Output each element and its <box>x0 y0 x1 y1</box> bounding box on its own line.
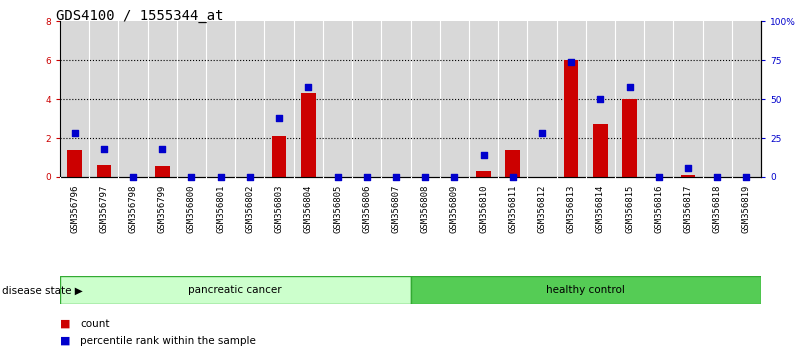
Bar <box>301 93 316 177</box>
Point <box>360 174 373 180</box>
Text: GSM356819: GSM356819 <box>742 185 751 233</box>
Text: GSM356798: GSM356798 <box>129 185 138 233</box>
Point <box>448 174 461 180</box>
Text: GSM356806: GSM356806 <box>362 185 371 233</box>
Bar <box>67 150 82 177</box>
Text: GSM356812: GSM356812 <box>537 185 546 233</box>
Text: GSM356811: GSM356811 <box>508 185 517 233</box>
Text: GSM356818: GSM356818 <box>713 185 722 233</box>
Text: GSM356802: GSM356802 <box>245 185 255 233</box>
Point <box>536 131 549 136</box>
Text: GSM356799: GSM356799 <box>158 185 167 233</box>
Text: ■: ■ <box>60 319 70 329</box>
Bar <box>155 166 170 177</box>
Bar <box>622 99 637 177</box>
Text: GSM356815: GSM356815 <box>625 185 634 233</box>
Bar <box>681 175 695 177</box>
Text: percentile rank within the sample: percentile rank within the sample <box>80 336 256 346</box>
Point <box>740 174 753 180</box>
Point <box>594 96 606 102</box>
Bar <box>410 276 761 304</box>
Point <box>710 174 723 180</box>
Bar <box>60 276 410 304</box>
Point <box>215 174 227 180</box>
Bar <box>272 136 287 177</box>
Point <box>419 174 432 180</box>
Point <box>565 59 578 64</box>
Point <box>623 84 636 90</box>
Point <box>477 152 490 158</box>
Bar <box>593 124 608 177</box>
Text: GSM356804: GSM356804 <box>304 185 313 233</box>
Point <box>68 131 81 136</box>
Point <box>652 174 665 180</box>
Text: GSM356810: GSM356810 <box>479 185 488 233</box>
Text: GSM356803: GSM356803 <box>275 185 284 233</box>
Text: pancreatic cancer: pancreatic cancer <box>188 285 282 295</box>
Bar <box>564 60 578 177</box>
Text: disease state ▶: disease state ▶ <box>2 285 83 295</box>
Text: GSM356796: GSM356796 <box>70 185 79 233</box>
Bar <box>477 171 491 177</box>
Text: GSM356817: GSM356817 <box>683 185 692 233</box>
Text: GSM356805: GSM356805 <box>333 185 342 233</box>
Text: GSM356801: GSM356801 <box>216 185 225 233</box>
Bar <box>97 165 111 177</box>
Text: GSM356813: GSM356813 <box>566 185 576 233</box>
Text: GSM356809: GSM356809 <box>450 185 459 233</box>
Bar <box>505 150 520 177</box>
Text: GSM356816: GSM356816 <box>654 185 663 233</box>
Text: GSM356814: GSM356814 <box>596 185 605 233</box>
Point <box>156 146 169 152</box>
Text: GDS4100 / 1555344_at: GDS4100 / 1555344_at <box>56 9 223 23</box>
Point <box>302 84 315 90</box>
Point <box>331 174 344 180</box>
Text: GSM356800: GSM356800 <box>187 185 196 233</box>
Point <box>185 174 198 180</box>
Point <box>682 165 694 171</box>
Point <box>244 174 256 180</box>
Point <box>389 174 402 180</box>
Point <box>506 174 519 180</box>
Point <box>272 115 285 121</box>
Text: GSM356797: GSM356797 <box>99 185 108 233</box>
Point <box>98 146 111 152</box>
Point <box>127 174 139 180</box>
Text: GSM356808: GSM356808 <box>421 185 429 233</box>
Text: GSM356807: GSM356807 <box>392 185 400 233</box>
Text: ■: ■ <box>60 336 70 346</box>
Text: count: count <box>80 319 110 329</box>
Text: healthy control: healthy control <box>546 285 625 295</box>
